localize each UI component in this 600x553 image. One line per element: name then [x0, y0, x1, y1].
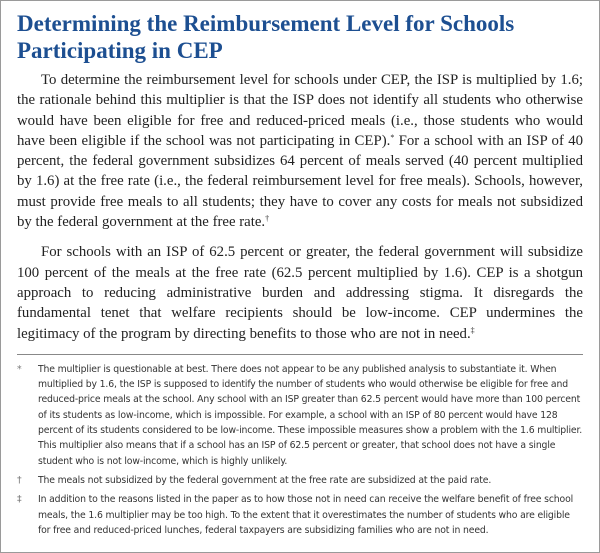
paragraph-1-text-b: For a school with an ISP of 40 percent, …	[17, 132, 583, 231]
paragraph-2: For schools with an ISP of 62.5 percent …	[17, 242, 583, 343]
footnote-text: The meals not subsidized by the federal …	[38, 474, 492, 486]
footnote: † The meals not subsidized by the federal…	[17, 473, 583, 488]
footnote: ‡ In addition to the reasons listed in th…	[17, 492, 583, 538]
footnote-ref-dagger[interactable]: †	[265, 214, 270, 224]
footnote-divider	[17, 353, 583, 355]
footnote-mark: †	[17, 474, 22, 486]
body-text: To determine the reimbursement level for…	[17, 70, 583, 344]
paragraph-1-text-a: To determine the reimbursement level for…	[17, 72, 583, 149]
footnote-mark: ‡	[17, 494, 22, 506]
paragraph-1: To determine the reimbursement level for…	[17, 70, 583, 232]
footnotes: * The multiplier is questionable at best.…	[17, 362, 583, 538]
footnote-mark: *	[17, 363, 22, 375]
footnote: * The multiplier is questionable at best.…	[17, 362, 583, 469]
footnote-text: The multiplier is questionable at best. …	[38, 363, 583, 467]
footnote-ref-double-dagger[interactable]: ‡	[470, 325, 475, 335]
footnote-text: In addition to the reasons listed in the…	[38, 494, 574, 536]
footnote-ref-asterisk[interactable]: *	[390, 132, 395, 142]
paragraph-2-text: For schools with an ISP of 62.5 percent …	[17, 244, 583, 342]
section-title: Determining the Reimbursement Level for …	[17, 11, 515, 63]
